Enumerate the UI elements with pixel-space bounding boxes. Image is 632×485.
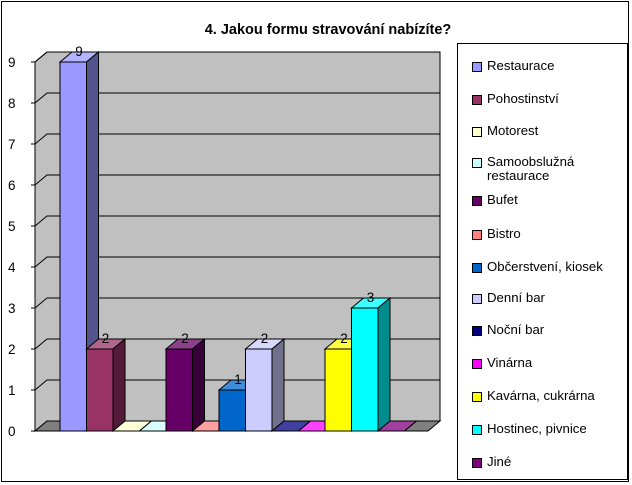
legend-label: Hostinec, pivnice <box>487 421 587 436</box>
gridline <box>34 297 440 309</box>
data-label: 2 <box>181 331 189 346</box>
bar-front <box>245 348 273 432</box>
legend-label: Motorest <box>487 123 539 138</box>
bar-front <box>324 348 352 432</box>
gridline <box>34 256 440 268</box>
legend-swatch <box>472 127 482 137</box>
gridline <box>34 379 440 391</box>
y-tick-label: 5 <box>8 219 16 234</box>
gridline <box>34 133 440 145</box>
data-label: 9 <box>75 44 83 59</box>
bar-side <box>192 337 205 433</box>
y-tick-label: 3 <box>8 301 16 316</box>
legend-label: Kavárna, cukrárna <box>487 388 595 403</box>
legend-label: Občerstvení, kiosek <box>487 259 603 274</box>
y-tick-label: 2 <box>8 342 16 357</box>
legend-label: Jiné <box>487 454 512 469</box>
gridline <box>34 51 440 63</box>
y-tick-label: 6 <box>8 178 16 193</box>
legend-label: Bufet <box>487 192 518 207</box>
legend-label: Vinárna <box>487 355 533 370</box>
legend-swatch <box>472 326 482 336</box>
legend-swatch <box>472 392 482 402</box>
bar-side <box>112 337 126 433</box>
gridline <box>34 92 440 104</box>
bar-side <box>271 337 285 433</box>
bar-side <box>377 296 391 433</box>
legend-swatch <box>472 458 482 468</box>
bar-front <box>165 348 193 432</box>
y-tick-label: 8 <box>8 96 16 111</box>
legend-swatch <box>472 359 482 369</box>
chart-title: 4. Jakou formu stravování nabízíte? <box>204 22 452 38</box>
bar-front <box>218 389 246 432</box>
y-tick-label: 1 <box>8 383 16 398</box>
gridline <box>34 338 440 350</box>
data-label: 2 <box>261 331 269 346</box>
y-tick-label: 0 <box>8 424 16 439</box>
legend-label: Restaurace <box>487 58 555 73</box>
y-tick-label: 9 <box>8 55 16 70</box>
bar-front <box>86 348 114 432</box>
bar-front <box>59 61 87 432</box>
gridline <box>34 215 440 227</box>
bar-front <box>351 307 379 432</box>
y-tick-label: 7 <box>8 137 16 152</box>
legend-swatch <box>472 425 482 435</box>
data-label: 2 <box>340 331 348 346</box>
legend-swatch <box>472 62 482 72</box>
legend-label: Bistro <box>487 226 521 241</box>
legend-swatch <box>472 263 482 273</box>
legend-swatch <box>472 95 482 105</box>
data-label: 2 <box>102 331 110 346</box>
legend-swatch <box>472 196 482 206</box>
gridline <box>34 174 440 186</box>
bar-side <box>404 420 417 432</box>
data-label: 3 <box>367 290 375 305</box>
data-label: 1 <box>234 372 242 387</box>
legend-label: Pohostinství <box>487 91 559 106</box>
legend-swatch <box>472 294 482 304</box>
legend-label: Noční bar <box>487 322 545 337</box>
chart-legend: Restaurace Pohostinství Motorest Samoobsluž… <box>457 43 628 480</box>
legend-swatch <box>472 230 482 240</box>
legend-swatch <box>472 158 482 168</box>
legend-label: Samoobslužná restaurace <box>487 154 575 183</box>
y-tick-label: 4 <box>8 260 16 275</box>
legend-label: Denní bar <box>487 290 545 305</box>
